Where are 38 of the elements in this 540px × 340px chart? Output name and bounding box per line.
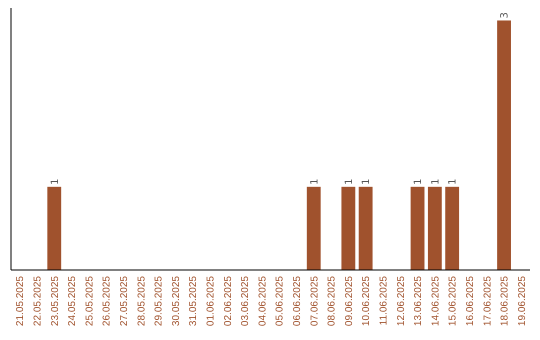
- x-tick-label: 27.05.2025: [118, 276, 130, 326]
- x-tick-label: 11.06.2025: [378, 276, 390, 326]
- x-tick-label: 18.06.2025: [500, 276, 511, 326]
- data-label: 1: [50, 178, 61, 185]
- data-label: 1: [430, 178, 442, 185]
- x-tick-label: 28.05.2025: [136, 276, 148, 326]
- data-label: 1: [344, 178, 355, 185]
- x-tick-label: 08.06.2025: [326, 276, 338, 326]
- x-tick-label: 01.06.2025: [205, 276, 216, 326]
- x-tick-label: 22.05.2025: [32, 276, 44, 326]
- x-tick-label: 29.05.2025: [154, 276, 165, 326]
- x-tick-label: 04.06.2025: [257, 276, 268, 326]
- x-tick-label: 16.06.2025: [464, 276, 476, 326]
- x-tick-label: 14.06.2025: [430, 276, 442, 326]
- x-tick-label: 25.05.2025: [84, 276, 96, 326]
- x-tick-label: 23.05.2025: [50, 276, 61, 326]
- x-tick-label: 15.06.2025: [448, 276, 459, 326]
- data-label: 1: [361, 178, 372, 185]
- x-tick-label: 02.06.2025: [222, 276, 234, 326]
- data-label: 3: [500, 12, 511, 18]
- x-tick-label: 09.06.2025: [344, 276, 355, 326]
- x-tick-label: 06.06.2025: [292, 276, 303, 326]
- x-tick-label: 13.06.2025: [413, 276, 424, 326]
- x-tick-label: 30.05.2025: [170, 276, 182, 326]
- x-tick-label: 24.05.2025: [67, 276, 78, 326]
- x-tick-label: 03.06.2025: [240, 276, 252, 326]
- x-tick-label: 17.06.2025: [482, 276, 494, 326]
- x-tick-label: 31.05.2025: [188, 276, 200, 326]
- x-tick-label: 19.06.2025: [516, 276, 528, 326]
- x-tick-label: 07.06.2025: [309, 276, 320, 326]
- x-tick-label: 26.05.2025: [102, 276, 113, 326]
- data-label: 1: [309, 178, 320, 185]
- x-tick-label: 10.06.2025: [361, 276, 372, 326]
- x-tick-label: 05.06.2025: [274, 276, 286, 326]
- x-tick-label: 12.06.2025: [396, 276, 407, 326]
- data-label: 1: [413, 178, 424, 185]
- data-label: 1: [448, 178, 459, 185]
- x-tick-label: 21.05.2025: [15, 276, 26, 326]
